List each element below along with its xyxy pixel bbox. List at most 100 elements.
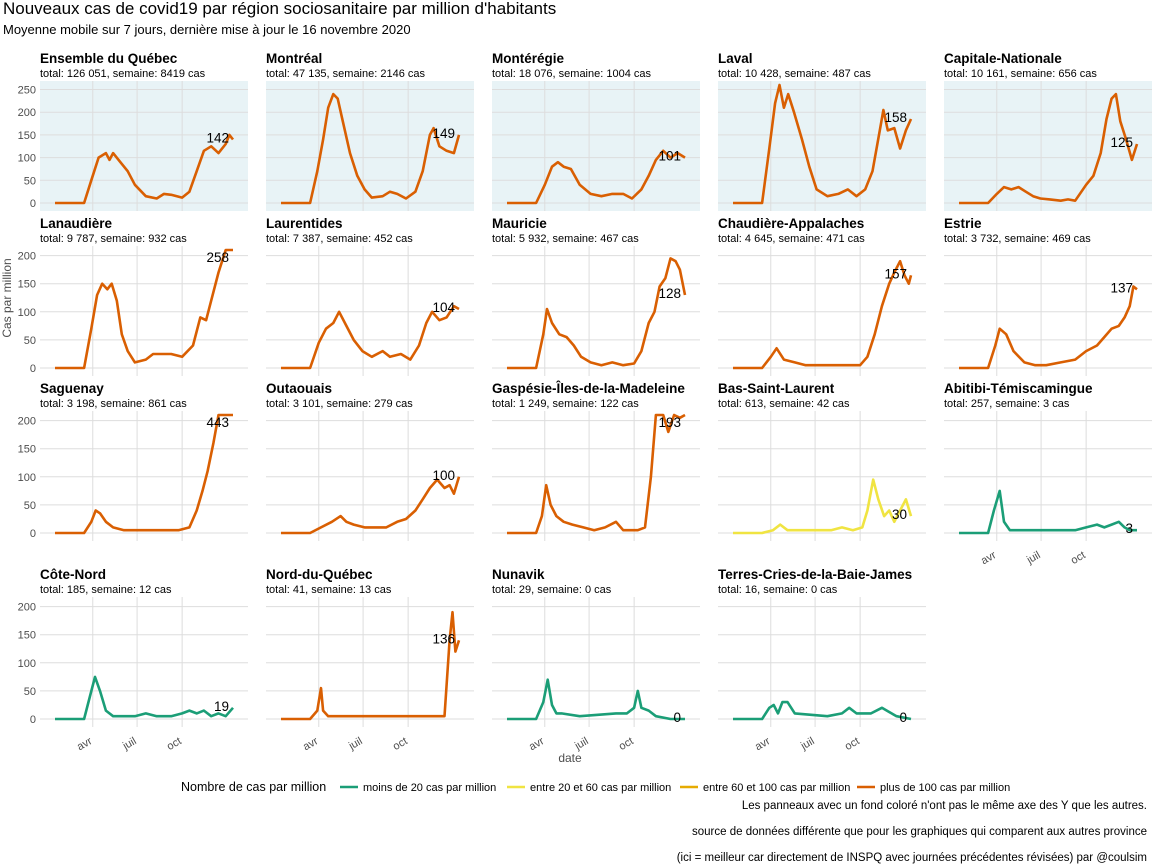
y-tick-label: 150 xyxy=(18,630,36,642)
panel-totals: total: 10 428, semaine: 487 cas xyxy=(718,68,871,80)
end-value-label: 137 xyxy=(1110,280,1133,295)
panel-title: Capitale-Nationale xyxy=(944,51,1062,66)
x-tick-label: avr xyxy=(979,549,999,567)
panel-title: Nord-du-Québec xyxy=(266,567,373,582)
panel-title: Nunavik xyxy=(492,567,545,582)
end-value-label: 19 xyxy=(214,699,229,714)
panel-totals: total: 16, semaine: 0 cas xyxy=(718,584,838,596)
panel-background xyxy=(492,411,700,541)
panel-totals: total: 3 198, semaine: 861 cas xyxy=(40,398,187,410)
panel-chaudiere-appalaches: Chaudière-Appalaches total: 4 645, semain… xyxy=(718,216,926,376)
end-value-label: 136 xyxy=(432,631,455,646)
panel-title: Côte-Nord xyxy=(40,567,106,582)
panel-totals: total: 3 101, semaine: 279 cas xyxy=(266,398,413,410)
panel-totals: total: 10 161, semaine: 656 cas xyxy=(944,68,1097,80)
panel-montreal: Montréal total: 47 135, semaine: 2146 cas… xyxy=(266,51,474,211)
series-line xyxy=(733,259,913,370)
panel-title: Laurentides xyxy=(266,216,343,231)
end-value-label: 30 xyxy=(892,507,907,522)
y-tick-label: 50 xyxy=(24,175,36,187)
panel-title: Bas-Saint-Laurent xyxy=(718,381,835,396)
panel-totals: total: 1 249, semaine: 122 cas xyxy=(492,398,639,410)
panel-estrie: Estrie total: 3 732, semaine: 469 cas 137 xyxy=(944,216,1152,376)
y-tick-label: 0 xyxy=(30,363,36,375)
legend-label: entre 60 et 100 cas par million xyxy=(703,782,850,794)
legend-label: plus de 100 cas par million xyxy=(880,782,1010,794)
panel-monteregie: Montérégie total: 18 076, semaine: 1004 c… xyxy=(492,51,700,211)
panel-background xyxy=(266,597,474,727)
panel-background xyxy=(944,411,1152,541)
panel-background xyxy=(40,246,248,376)
panel-background xyxy=(718,411,926,541)
panel-background xyxy=(718,81,926,211)
end-value-label: 258 xyxy=(206,250,229,265)
panel-totals: total: 29, semaine: 0 cas xyxy=(492,584,612,596)
x-axis-label: date xyxy=(558,751,582,765)
x-tick-label: juil xyxy=(1024,549,1043,567)
panel-totals: total: 613, semaine: 42 cas xyxy=(718,398,850,410)
series-line xyxy=(733,478,913,535)
end-value-label: 100 xyxy=(432,468,455,483)
panel-title: Montérégie xyxy=(492,51,565,66)
y-tick-label: 0 xyxy=(30,528,36,540)
y-tick-label: 0 xyxy=(30,714,36,726)
panel-title: Chaudière-Appalaches xyxy=(718,216,864,231)
y-tick-label: 50 xyxy=(24,686,36,698)
panel-background xyxy=(718,246,926,376)
panels-group: Ensemble du Québec total: 126 051, semain… xyxy=(18,51,1152,753)
series-line xyxy=(507,257,687,370)
end-value-label: 0 xyxy=(899,710,907,725)
caption-line-2: source de données différente que pour le… xyxy=(692,826,1147,838)
panel-totals: total: 126 051, semaine: 8419 cas xyxy=(40,68,206,80)
x-tick-label: oct xyxy=(165,735,184,753)
y-tick-label: 100 xyxy=(18,153,36,165)
series-line xyxy=(55,413,233,535)
y-tick-label: 100 xyxy=(18,472,36,484)
end-value-label: 149 xyxy=(432,126,455,141)
end-value-label: 3 xyxy=(1125,521,1133,536)
legend-item: entre 20 et 60 cas par million xyxy=(507,782,671,794)
panel-saguenay: Saguenay total: 3 198, semaine: 861 cas 0 5… xyxy=(18,381,248,541)
series-line xyxy=(281,92,461,205)
panel-totals: total: 18 076, semaine: 1004 cas xyxy=(492,68,651,80)
series-line xyxy=(281,610,461,721)
series-line xyxy=(55,675,234,721)
end-value-label: 104 xyxy=(432,300,455,315)
panel-bas-saint-laurent: Bas-Saint-Laurent total: 613, semaine: 42… xyxy=(718,381,926,541)
y-tick-label: 100 xyxy=(18,307,36,319)
x-tick-label: avr xyxy=(301,735,321,753)
panel-totals: total: 41, semaine: 13 cas xyxy=(266,584,392,596)
x-tick-label: juil xyxy=(346,735,365,753)
legend-items: moins de 20 cas par million entre 20 et 6… xyxy=(340,782,1010,794)
panel-gaspesie-iles-de-la-madeleine: Gaspésie-Îles-de-la-Madeleine total: 1 24… xyxy=(492,381,700,541)
series-line xyxy=(55,248,233,370)
panel-totals: total: 4 645, semaine: 471 cas xyxy=(718,233,865,245)
panel-title: Ensemble du Québec xyxy=(40,51,178,66)
panel-abitibi-temiscamingue: Abitibi-Témiscamingue total: 257, semaine… xyxy=(944,381,1152,567)
x-tick-label: oct xyxy=(617,735,636,753)
x-tick-label: oct xyxy=(1069,549,1088,567)
y-tick-label: 200 xyxy=(18,251,36,263)
end-value-label: 101 xyxy=(658,149,681,164)
x-tick-label: juil xyxy=(120,735,139,753)
series-line xyxy=(733,700,912,721)
legend-label: entre 20 et 60 cas par million xyxy=(530,782,671,794)
y-tick-label: 250 xyxy=(18,85,36,97)
x-tick-label: avr xyxy=(753,735,773,753)
panel-outaouais: Outaouais total: 3 101, semaine: 279 cas 1… xyxy=(266,381,474,541)
legend-title: Nombre de cas par million xyxy=(181,780,326,794)
panel-title: Laval xyxy=(718,51,753,66)
y-tick-label: 0 xyxy=(30,198,36,210)
chart-title: Nouveaux cas de covid19 par région socio… xyxy=(3,0,556,18)
end-value-label: 142 xyxy=(206,130,229,145)
y-tick-label: 200 xyxy=(18,602,36,614)
panel-title: Outaouais xyxy=(266,381,332,396)
panel-background xyxy=(40,81,248,211)
panel-mauricie: Mauricie total: 5 932, semaine: 467 cas 12… xyxy=(492,216,700,376)
panel-background xyxy=(40,411,248,541)
y-tick-label: 150 xyxy=(18,130,36,142)
y-tick-label: 150 xyxy=(18,279,36,291)
panel-totals: total: 3 732, semaine: 469 cas xyxy=(944,233,1091,245)
legend-item: plus de 100 cas par million xyxy=(857,782,1010,794)
